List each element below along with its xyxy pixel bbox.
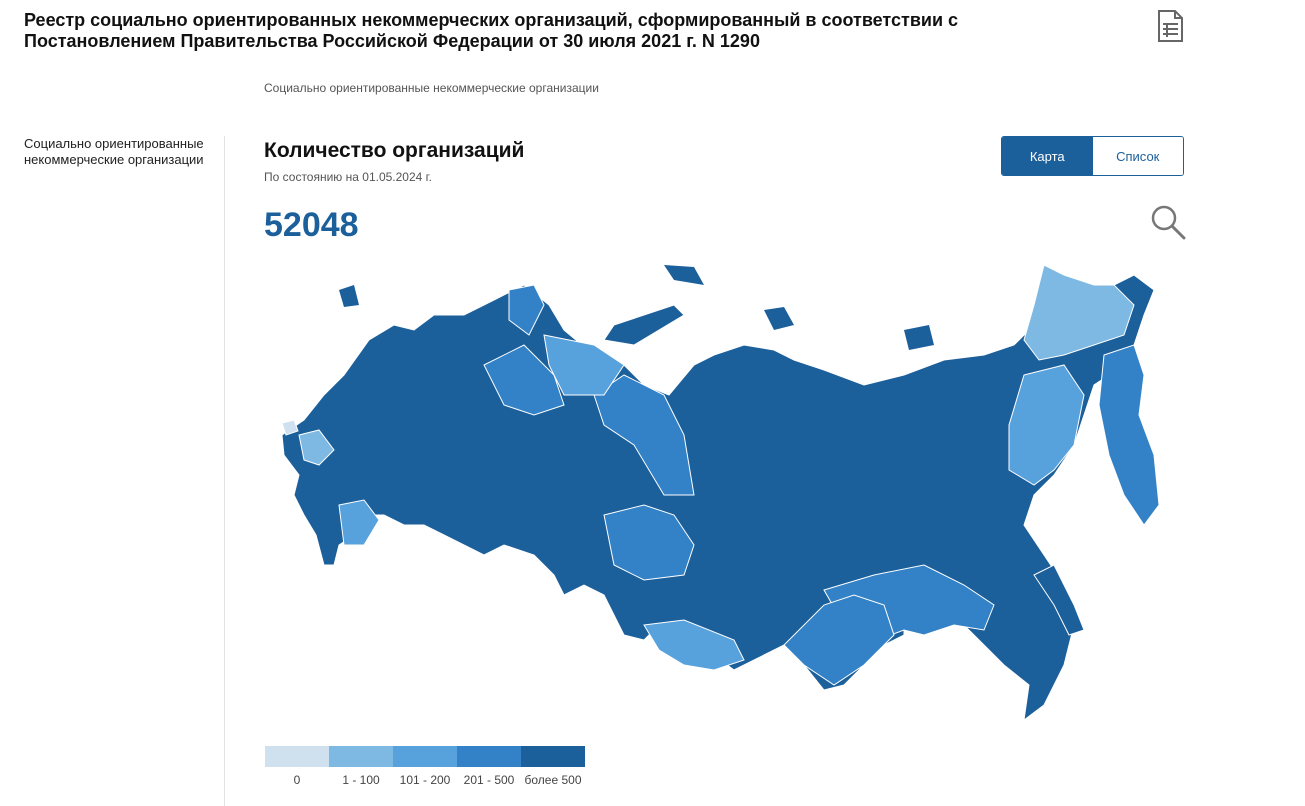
- map-south-2: [298, 429, 335, 466]
- map-franz-josef: [664, 265, 704, 285]
- map-kaliningrad: [281, 419, 299, 436]
- legend-swatch-0: [265, 746, 329, 767]
- magnifier-icon[interactable]: [1150, 204, 1186, 240]
- sidebar: Социально ориентированные некоммерческие…: [24, 136, 214, 168]
- document-list-icon[interactable]: [1157, 10, 1183, 42]
- map-kamchatka: [1098, 344, 1160, 526]
- legend-label: более 500: [524, 773, 582, 787]
- legend-swatch-101-200: [393, 746, 457, 767]
- map-tomsk: [603, 504, 695, 581]
- map-severnaya: [764, 307, 794, 330]
- map-magadan: [1008, 364, 1085, 486]
- map-view-button[interactable]: Карта: [1002, 137, 1093, 175]
- map-altai: [643, 619, 745, 671]
- map-arkhangelsk: [483, 344, 565, 416]
- as-of-date: По состоянию на 01.05.2024 г.: [264, 170, 432, 184]
- map-sakhalin: [1033, 564, 1085, 636]
- legend-label: 101 - 200: [399, 773, 451, 787]
- map-yamal: [593, 374, 695, 496]
- legend-label: 1 - 100: [342, 773, 380, 787]
- map-legend: 0 1 - 100 101 - 200 201 - 500 более 500: [265, 746, 585, 787]
- page-title: Реестр социально ориентированных некомме…: [24, 10, 959, 51]
- map-novaya-zemlya: [603, 304, 685, 346]
- legend-swatch-201-500: [457, 746, 521, 767]
- map-nsi: [904, 325, 934, 350]
- map-south-1: [338, 499, 380, 546]
- breadcrumb[interactable]: Социально ориентированные некоммерческие…: [264, 81, 599, 95]
- sidebar-item-sonko[interactable]: Социально ориентированные некоммерческие…: [24, 136, 204, 167]
- russia-regions-map[interactable]: [264, 245, 1194, 735]
- map-crimea: [339, 285, 359, 307]
- map-komi: [543, 334, 625, 396]
- legend-label: 0: [293, 773, 301, 787]
- map-chukotka: [1023, 264, 1135, 361]
- map-buryatia: [783, 594, 895, 686]
- list-view-button[interactable]: Список: [1092, 137, 1183, 175]
- sidebar-divider: [224, 136, 225, 806]
- total-count: 52048: [264, 206, 359, 244]
- view-toggle: Карта Список: [1001, 136, 1184, 176]
- legend-swatch-1-100: [329, 746, 393, 767]
- legend-label: 201 - 500: [463, 773, 515, 787]
- section-title: Количество организаций: [264, 139, 525, 162]
- map-murmansk: [508, 284, 545, 336]
- legend-swatch-500-plus: [521, 746, 585, 767]
